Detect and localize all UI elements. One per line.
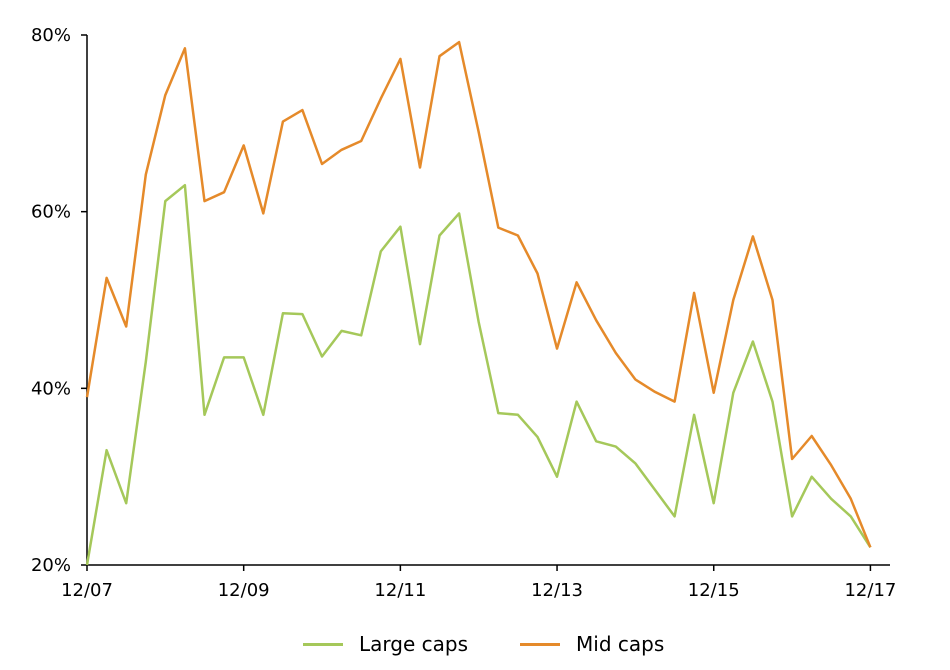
- series-line-mid-caps: [85, 40, 872, 548]
- x-tick-label: 12/13: [531, 580, 583, 601]
- x-tick-label: 12/15: [688, 580, 740, 601]
- x-tick-label: 12/07: [61, 580, 113, 601]
- y-tick-label: 20%: [31, 555, 71, 576]
- legend: Large caps Mid caps: [0, 627, 950, 661]
- x-axis-ticks: 12/07 12/09 12/11 12/13 12/15 12/17: [61, 565, 896, 601]
- x-tick-label: 12/17: [844, 580, 896, 601]
- y-tick-label: 80%: [31, 25, 71, 46]
- series-line-large-caps: [85, 183, 872, 566]
- y-tick-label: 60%: [31, 202, 71, 223]
- legend-swatch-mid-caps: [520, 642, 560, 646]
- axes: [86, 35, 890, 566]
- legend-label-large-caps: Large caps: [359, 632, 468, 656]
- legend-item-mid-caps: Mid caps: [520, 627, 664, 661]
- line-chart: 20%40%60%80% 12/07 12/09 12/11 12/13 12/15 12…: [31, 25, 896, 601]
- y-axis-ticks: 20% 40% 60% 80%: [31, 25, 87, 576]
- series-lines: [85, 40, 872, 566]
- legend-item-large-caps: Large caps: [303, 627, 468, 661]
- y-tick-label: 40%: [31, 378, 71, 399]
- legend-swatch-large-caps: [303, 642, 343, 646]
- legend-label-mid-caps: Mid caps: [576, 632, 665, 656]
- x-tick-label: 12/11: [374, 580, 426, 601]
- x-tick-label: 12/09: [218, 580, 270, 601]
